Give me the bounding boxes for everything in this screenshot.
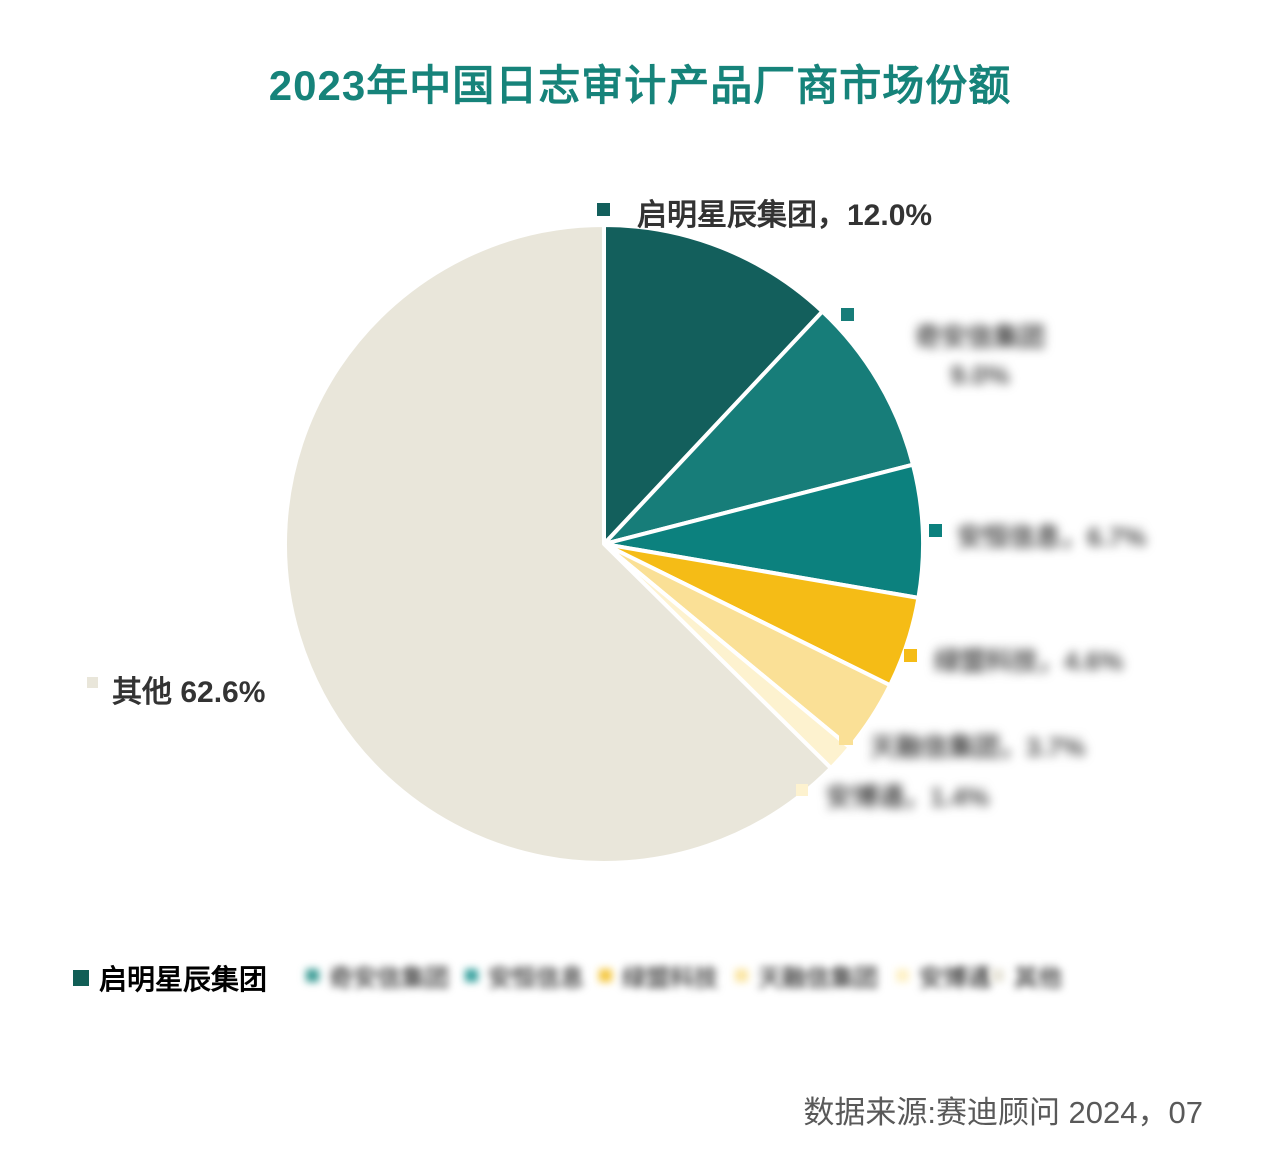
label-slice-6-blurred: 安博通，1.4%	[826, 782, 990, 812]
pie-slice-启明星辰集团	[602, 223, 825, 546]
legend-item-3-blurred: 安恒信息	[465, 958, 584, 993]
chart-title: 2023年中国日志审计产品厂商市场份额	[268, 62, 1012, 109]
legend-label-2: 奇安信集团	[329, 965, 449, 992]
legend-marker-3	[465, 969, 478, 982]
label-slice-5-blurred: 天融信集团，3.7%	[870, 732, 1086, 762]
legend-item-4-blurred: 绿盟科技	[599, 958, 718, 993]
pie-slice-奇安信集团	[602, 309, 915, 546]
marker-slice-6	[796, 784, 808, 796]
label-slice-2-value: 9.0%	[950, 359, 1010, 390]
data-source-note: 数据来源:赛迪顾问 2024，07	[803, 1095, 1203, 1130]
legend-item-6-blurred: 安博通	[896, 958, 991, 993]
marker-slice-other	[87, 677, 98, 688]
legend-item-5-blurred: 天融信集团	[735, 958, 878, 993]
label-slice-4-blurred: 绿盟科技，4.6%	[934, 646, 1124, 676]
legend-marker-4	[599, 969, 612, 982]
pie-slice-其他	[283, 223, 833, 865]
marker-slice-2	[841, 308, 854, 321]
marker-slice-3	[929, 524, 942, 537]
legend-marker-6	[896, 969, 909, 982]
marker-slice-4	[904, 649, 917, 662]
legend-marker-2	[306, 969, 319, 982]
legend-item-others-blurred: 其他	[991, 958, 1062, 993]
label-slice-2-name: 奇安信集团	[914, 322, 1045, 352]
label-slice-2-blurred: 奇安信集团 9.0%	[885, 319, 1075, 394]
legend-label-6: 安博通	[919, 965, 991, 992]
legend-label-7: 其他	[1014, 965, 1062, 992]
label-qimingxingchen: 启明星辰集团，12.0%	[637, 199, 933, 232]
legend-label-4: 绿盟科技	[622, 965, 718, 992]
label-slice-3-blurred: 安恒信息，6.7%	[957, 522, 1147, 552]
legend-label-5: 天融信集团	[758, 965, 878, 992]
marker-slice-1	[597, 203, 610, 216]
legend-marker-1	[73, 970, 89, 986]
pie-slice-安恒信息	[602, 462, 925, 600]
legend-marker-5	[735, 969, 748, 982]
legend-label-1: 启明星辰集团	[99, 964, 268, 995]
label-others: 其他 62.6%	[112, 676, 266, 709]
legend-label-3: 安恒信息	[488, 965, 584, 992]
legend-item-2-blurred: 奇安信集团	[306, 958, 449, 993]
legend-marker-7	[991, 969, 1004, 982]
marker-slice-5	[839, 731, 853, 745]
legend-item-qimingxingchen: 启明星辰集团	[73, 958, 267, 998]
